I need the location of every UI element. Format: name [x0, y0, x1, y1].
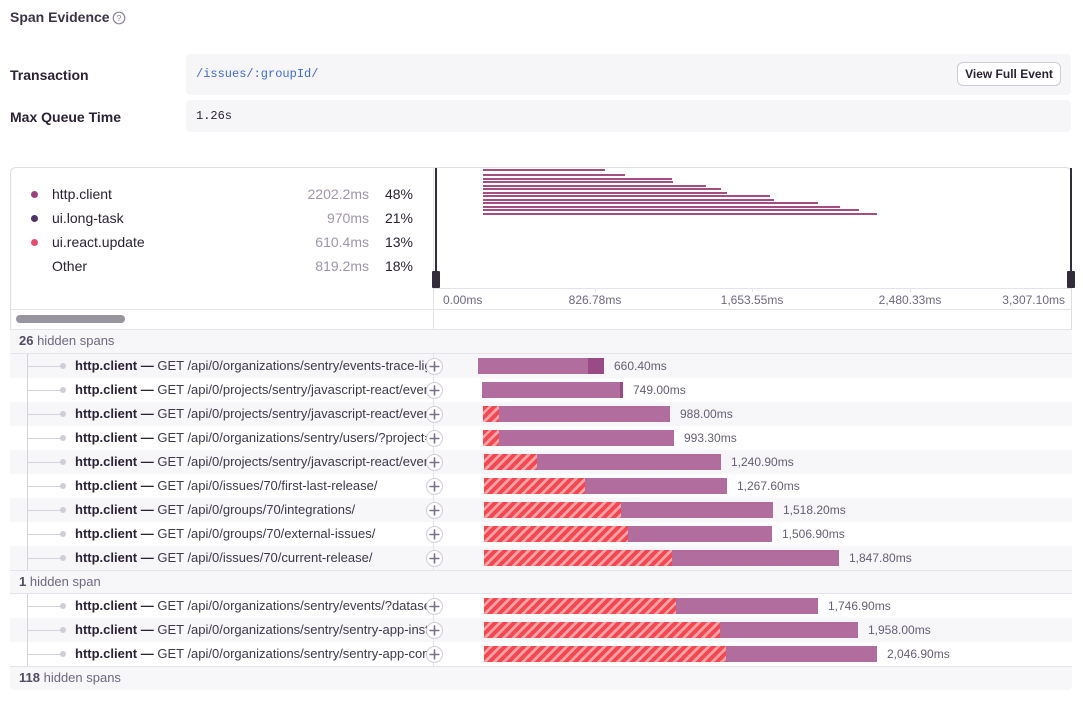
svg-text:?: ? [117, 13, 122, 23]
